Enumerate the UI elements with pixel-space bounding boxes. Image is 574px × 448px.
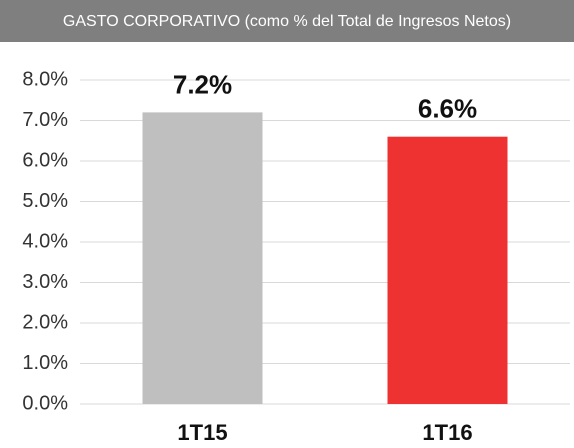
y-tick-label: 6.0%	[22, 149, 68, 171]
y-tick-label: 7.0%	[22, 109, 68, 131]
value-label: 7.2%	[173, 69, 232, 99]
y-tick-label: 3.0%	[22, 271, 68, 293]
bar	[142, 112, 263, 405]
value-label: 6.6%	[418, 94, 477, 124]
y-tick-label: 4.0%	[22, 230, 68, 252]
x-tick-label: 1T16	[422, 420, 472, 445]
y-tick-label: 8.0%	[22, 68, 68, 90]
y-tick-label: 5.0%	[22, 190, 68, 212]
title-banner	[0, 0, 574, 42]
chart-title: GASTO CORPORATIVO (como % del Total de I…	[63, 13, 511, 30]
y-tick-label: 1.0%	[22, 352, 68, 374]
x-tick-label: 1T15	[177, 420, 227, 445]
y-tick-label: 2.0%	[22, 311, 68, 333]
y-tick-label: 0.0%	[22, 392, 68, 414]
bar	[387, 136, 508, 404]
